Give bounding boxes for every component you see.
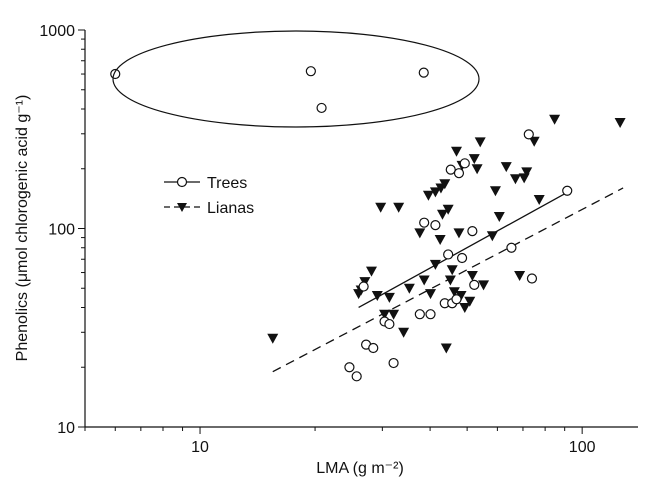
liana-point	[403, 283, 415, 294]
tree-point	[358, 281, 369, 292]
legend-item-trees: Trees	[164, 175, 247, 192]
liana-point	[478, 280, 490, 291]
liana-point	[444, 275, 456, 286]
liana-point	[414, 228, 426, 239]
x-tick-label: 100	[569, 439, 596, 456]
tree-point	[451, 294, 462, 305]
liana-point	[468, 154, 480, 165]
liana-point	[489, 186, 501, 197]
liana-point	[446, 265, 458, 276]
liana-point	[388, 309, 400, 320]
tree-point	[456, 252, 468, 264]
x-axis-label: LMA (g m⁻²)	[316, 460, 404, 477]
liana-point	[459, 302, 471, 313]
liana-point	[528, 136, 540, 147]
liana-point	[514, 270, 526, 281]
liana-point	[434, 235, 446, 246]
liana-point	[425, 289, 437, 300]
tree-point	[344, 362, 355, 373]
liana-point	[379, 309, 391, 320]
tree-point	[526, 273, 538, 284]
y-tick-label: 10	[57, 420, 75, 437]
legend-lianas-marker	[177, 203, 187, 212]
liana-point	[493, 211, 505, 222]
tree-point	[445, 164, 456, 175]
tree-point	[414, 309, 425, 320]
liana-point	[393, 202, 405, 213]
tree-point	[425, 309, 436, 320]
y-axis-label: Phenolics (μmol chlorogenic acid g⁻¹)	[14, 95, 31, 362]
liana-point	[453, 228, 465, 239]
liana-point	[375, 202, 387, 213]
tree-point	[418, 67, 429, 78]
axis-tick-labels: 10 100 10 100 1000	[39, 23, 595, 456]
liana-point	[614, 117, 626, 128]
axis-ticks	[78, 29, 583, 434]
liana-point	[521, 167, 533, 178]
liana-point	[439, 179, 451, 190]
liana-point	[448, 287, 460, 298]
liana-point	[418, 275, 430, 286]
tree-point	[305, 66, 316, 77]
legend-item-lianas: Lianas	[164, 200, 254, 217]
y-tick-label: 100	[48, 222, 75, 239]
tree-point	[562, 185, 573, 196]
liana-point	[509, 174, 521, 185]
liana-point	[471, 164, 483, 175]
tree-point	[388, 357, 399, 369]
tree-point	[523, 129, 534, 140]
legend-trees-marker	[176, 176, 188, 188]
liana-point	[455, 290, 467, 301]
liana-point	[429, 187, 441, 198]
y-tick-label: 1000	[39, 23, 75, 40]
tree-point	[467, 226, 478, 237]
tree-point	[453, 168, 465, 179]
tree-point	[419, 217, 430, 228]
tree-point	[443, 249, 454, 260]
liana-point	[267, 333, 279, 344]
liana-point	[451, 146, 463, 157]
tree-point	[368, 342, 379, 354]
highlight-ellipse	[112, 30, 480, 128]
trees-fit-line	[358, 191, 569, 309]
liana-point	[436, 209, 448, 220]
liana-point	[549, 114, 561, 125]
liana-point	[474, 137, 486, 148]
liana-point	[398, 327, 410, 338]
plot-frame	[84, 30, 638, 428]
tree-point	[469, 279, 480, 290]
liana-point	[466, 270, 478, 281]
tree-point	[506, 242, 517, 253]
liana-point	[486, 231, 498, 242]
liana-point	[500, 162, 512, 173]
liana-point	[365, 266, 377, 277]
legend-trees-label: Trees	[207, 175, 247, 192]
liana-point	[464, 296, 476, 307]
tree-point	[384, 318, 395, 330]
liana-point	[371, 290, 383, 301]
liana-point	[442, 204, 454, 215]
liana-point	[422, 190, 434, 201]
legend: Trees Lianas	[164, 175, 254, 217]
liana-point	[533, 194, 545, 205]
tree-point	[459, 158, 470, 169]
tree-point	[351, 371, 362, 382]
x-tick-label: 10	[191, 439, 209, 456]
data-points	[110, 66, 626, 382]
liana-point	[429, 259, 441, 270]
tree-point	[430, 220, 441, 231]
legend-lianas-label: Lianas	[207, 200, 254, 217]
tree-point	[316, 102, 327, 114]
liana-point	[383, 292, 395, 303]
liana-point	[440, 343, 452, 354]
